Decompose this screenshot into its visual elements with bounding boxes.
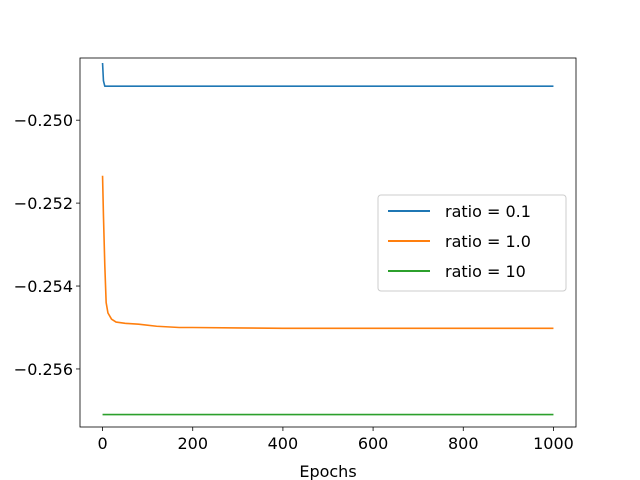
y-tick-label: −0.250 xyxy=(14,111,73,130)
y-tick-label: −0.256 xyxy=(14,360,73,379)
y-tick-label: −0.252 xyxy=(14,194,73,213)
x-tick-label: 200 xyxy=(177,434,208,453)
legend-label-1: ratio = 0.1 xyxy=(445,202,531,221)
x-axis-label: Epochs xyxy=(299,462,356,480)
x-tick-label: 0 xyxy=(97,434,107,453)
x-axis: 0 200 400 600 800 1000 xyxy=(97,427,574,453)
legend-box xyxy=(377,194,567,292)
legend-label-3: ratio = 10 xyxy=(445,262,526,281)
x-tick-label: 600 xyxy=(358,434,389,453)
legend-items: ratio = 0.1 ratio = 1.0 ratio = 10 xyxy=(388,202,531,281)
legend: ratio = 0.1 ratio = 1.0 ratio = 10 xyxy=(377,194,567,292)
series-line-1 xyxy=(101,62,554,87)
y-tick-label: −0.254 xyxy=(14,277,73,296)
series-layer xyxy=(101,62,554,416)
x-tick-label: 800 xyxy=(448,434,479,453)
plot-frame xyxy=(79,57,577,428)
series-line-2 xyxy=(101,175,554,330)
x-tick-label: 400 xyxy=(268,434,299,453)
y-axis: −0.250 −0.252 −0.254 −0.256 xyxy=(14,111,80,379)
x-tick-label: 1000 xyxy=(533,434,574,453)
legend-label-2: ratio = 1.0 xyxy=(445,232,531,251)
